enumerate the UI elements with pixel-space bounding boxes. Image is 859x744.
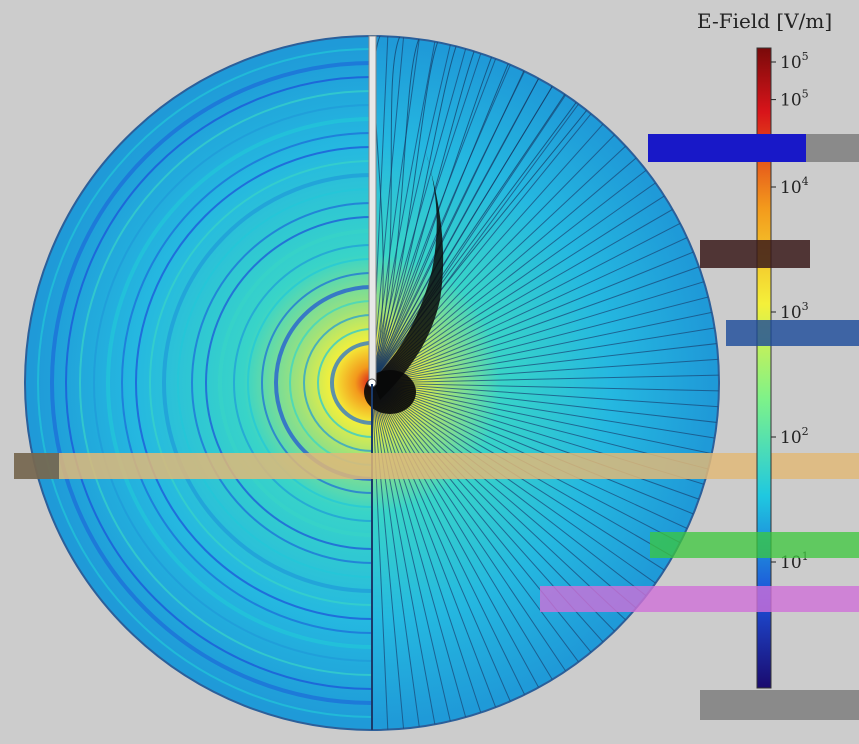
field-line	[372, 382, 576, 686]
conductor-rod	[368, 35, 377, 385]
contour-ring	[274, 285, 372, 481]
contour-ring	[162, 173, 372, 593]
contour-ring	[191, 202, 372, 564]
field-line	[372, 36, 439, 384]
field-line	[372, 382, 670, 594]
contour-ring	[121, 132, 372, 634]
source-core	[364, 370, 416, 414]
contour-ring	[79, 90, 372, 676]
contour-ring	[330, 341, 372, 425]
field-line	[372, 382, 548, 703]
artifact-block-6	[540, 586, 859, 612]
field-line	[372, 341, 719, 384]
curved-field-line	[372, 36, 421, 384]
field-line	[372, 292, 719, 384]
field-line	[372, 382, 719, 425]
field-line	[372, 382, 406, 730]
colorbar-tick-label: 105	[780, 50, 809, 73]
field-line	[372, 324, 719, 384]
field-line	[372, 382, 533, 711]
curved-field-line	[372, 36, 401, 384]
field-line	[372, 308, 719, 384]
field-line	[372, 382, 487, 730]
curved-field-line	[372, 36, 501, 384]
field-line	[372, 382, 650, 620]
artifact-block-2	[806, 134, 859, 162]
contour-ring	[37, 48, 372, 718]
contour-ring	[247, 258, 372, 508]
field-line	[372, 245, 710, 384]
curved-field-line	[372, 36, 481, 384]
magnitude-contours	[37, 48, 372, 718]
artifact-block-4	[726, 320, 859, 346]
colorbar-title: E-Field [V/m]	[697, 9, 832, 33]
field-line	[372, 214, 696, 384]
field-line	[372, 374, 719, 384]
field-line	[372, 382, 719, 409]
contour-ring	[106, 117, 372, 649]
field-line	[372, 382, 716, 506]
artifact-block-3	[700, 240, 810, 268]
contour-ring	[317, 328, 372, 438]
contour-ring	[93, 104, 372, 662]
contour-ring	[135, 146, 372, 620]
field-line	[372, 382, 562, 695]
colorbar-tick-label: 103	[780, 300, 809, 323]
field-line	[372, 357, 719, 384]
dense-field-bundle	[372, 150, 444, 400]
artifact-block-5	[650, 532, 859, 558]
field-line	[372, 382, 680, 580]
colorbar: E-Field [V/m] 105105104103102101	[697, 9, 832, 689]
field-line	[372, 382, 590, 677]
field-line	[372, 186, 680, 384]
colorbar-scale	[756, 47, 772, 689]
colorbar-tick-label: 105	[780, 88, 809, 111]
field-line	[372, 229, 704, 384]
field-line	[372, 382, 423, 730]
field-line	[372, 172, 670, 384]
contour-ring	[261, 272, 372, 494]
contour-ring	[303, 314, 372, 452]
field-line	[372, 382, 710, 521]
contour-ring	[177, 188, 372, 578]
field-line	[372, 382, 503, 724]
contour-ring	[218, 229, 372, 537]
field-line	[372, 48, 518, 384]
curved-field-line	[372, 36, 461, 384]
contour-ring	[205, 216, 372, 550]
field-line	[372, 276, 719, 384]
contour-ring	[50, 61, 372, 705]
contour-ring	[289, 300, 372, 466]
field-line	[372, 260, 716, 384]
field-line	[372, 36, 406, 384]
field-line	[372, 382, 719, 392]
colorbar-tick-label: 104	[780, 175, 809, 198]
artifact-block-7	[700, 690, 859, 720]
artifact-block-1	[648, 134, 806, 162]
field-line	[372, 382, 455, 730]
artifact-band-start	[14, 453, 59, 479]
field-line	[372, 382, 719, 442]
field-line	[372, 382, 439, 730]
contour-ring	[233, 244, 372, 522]
contour-ring	[65, 76, 372, 690]
artifact-band	[14, 453, 859, 479]
curved-field-line	[372, 36, 441, 384]
field-line	[372, 382, 603, 666]
field-line	[372, 382, 518, 718]
field-line	[372, 382, 661, 607]
colorbar-tick-label: 102	[780, 425, 809, 448]
contour-ring	[149, 160, 372, 606]
field-line	[372, 36, 423, 384]
field-line	[372, 382, 471, 730]
field-line	[372, 382, 390, 730]
field-lines	[372, 36, 719, 730]
field-line	[372, 200, 688, 384]
field-line	[372, 382, 719, 458]
field-line	[372, 36, 455, 384]
